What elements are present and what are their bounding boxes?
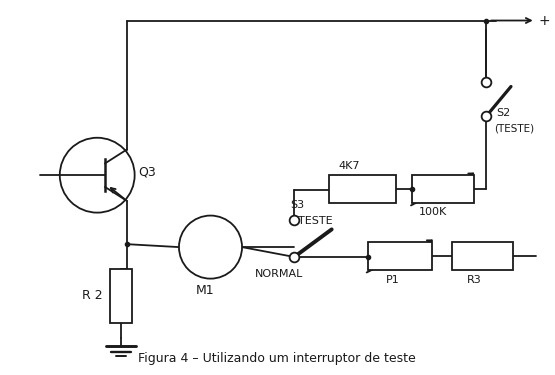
Text: P1: P1 — [386, 275, 400, 285]
Bar — [452, 242, 513, 270]
Text: S2: S2 — [496, 108, 511, 118]
Circle shape — [179, 216, 242, 279]
Text: R 2: R 2 — [83, 289, 103, 302]
Text: Figura 4 – Utilizando um interruptor de teste: Figura 4 – Utilizando um interruptor de … — [138, 352, 415, 365]
Text: 100K: 100K — [418, 207, 447, 217]
Circle shape — [60, 138, 135, 213]
Text: 4K7: 4K7 — [339, 161, 360, 171]
Bar — [412, 175, 473, 203]
Bar — [110, 269, 132, 323]
Text: M1: M1 — [195, 284, 214, 297]
Bar — [329, 175, 396, 203]
Text: TESTE: TESTE — [298, 216, 333, 226]
Text: Q3: Q3 — [139, 165, 157, 178]
Text: R3: R3 — [467, 275, 481, 285]
Text: S3: S3 — [290, 200, 305, 210]
Text: +: + — [538, 13, 550, 27]
Text: NORMAL: NORMAL — [255, 269, 303, 279]
Bar — [368, 242, 432, 270]
Text: (TESTE): (TESTE) — [495, 124, 534, 134]
